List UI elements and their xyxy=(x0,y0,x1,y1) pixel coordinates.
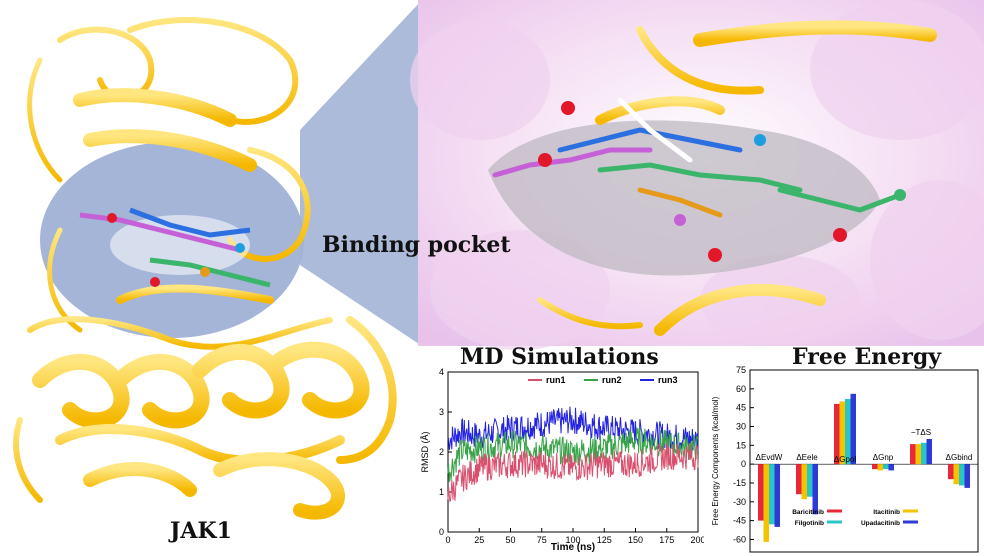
surface-blobs xyxy=(410,0,984,350)
fe-legend-label-Baricitinib: Baricitinib xyxy=(792,509,824,516)
fe-bar-Filgotinib xyxy=(959,464,965,486)
fe-y-axis-label: Free Energy Components (kcal/mol) xyxy=(711,396,720,525)
md-y-tick-label: 4 xyxy=(439,367,444,377)
fe-y-tick-label: 0 xyxy=(741,459,746,469)
md-x-tick-label: 50 xyxy=(505,535,515,545)
md-x-tick-label: 125 xyxy=(597,535,612,545)
fe-legend-label-Upadacitinib: Upadacitinib xyxy=(861,520,900,527)
fe-bar-Itacitinib xyxy=(953,464,959,485)
md-rmsd-chart: 0 25 50 75 100 125 150 175 200 0 1 2 3 4 Time (ns) RMSD… xyxy=(420,367,704,553)
fe-bar-Upadacitinib xyxy=(774,464,780,527)
fe-bar-Itacitinib xyxy=(801,464,807,500)
fe-category-label: ΔGnp xyxy=(873,453,894,462)
fe-bar-Itacitinib xyxy=(839,401,845,465)
fe-y-tick-label: 15 xyxy=(736,440,746,450)
protein-ribbons xyxy=(13,17,397,520)
fe-bar-Baricitinib xyxy=(872,464,878,470)
ligand-cluster xyxy=(79,207,271,288)
fe-bar-Upadacitinib xyxy=(964,464,970,488)
fe-bar-Baricitinib xyxy=(910,444,916,465)
fe-category-label: −TΔS xyxy=(911,428,931,437)
fe-bar-Baricitinib xyxy=(834,403,840,465)
protein-label: JAK1 xyxy=(170,518,232,544)
md-x-tick-label: 175 xyxy=(659,535,674,545)
fe-bar-Itacitinib xyxy=(877,464,883,471)
fe-bar-Upadacitinib xyxy=(926,439,932,465)
md-legend-label-run1: run1 xyxy=(546,375,566,385)
fe-bar-Filgotinib xyxy=(769,464,775,525)
md-x-axis-label: Time (ns) xyxy=(551,542,595,553)
fe-bar-Filgotinib xyxy=(921,442,927,465)
fe-y-tick-label: -60 xyxy=(733,534,746,544)
md-y-tick-label: 2 xyxy=(439,447,444,457)
fe-plot-frame xyxy=(749,369,979,553)
md-x-tick-label: 25 xyxy=(474,535,484,545)
fe-bar-Filgotinib xyxy=(883,464,889,470)
zoom-cone xyxy=(300,0,422,346)
pocket-ligands xyxy=(492,97,903,218)
free-energy-chart: 75 60 45 30 15 0 -15 -30 -45 -60 Free Energy Compo… xyxy=(711,365,979,553)
md-y-tick-label: 1 xyxy=(439,487,444,497)
md-x-tick-label: 75 xyxy=(537,535,547,545)
fe-bar-Baricitinib xyxy=(758,464,764,521)
fe-bar-Baricitinib xyxy=(948,464,954,480)
md-panel-title: MD Simulations xyxy=(460,344,659,370)
pocket-cavity xyxy=(488,120,880,276)
fe-legend-label-Filgotinib: Filgotinib xyxy=(795,520,824,527)
fe-y-tick-label: 45 xyxy=(736,403,746,413)
fe-y-tick-label: -45 xyxy=(733,516,746,526)
fe-bar-Upadacitinib xyxy=(888,464,894,471)
fe-y-tick-label: 75 xyxy=(736,365,746,375)
md-series-run3 xyxy=(447,406,699,452)
md-x-tick-label: 150 xyxy=(628,535,643,545)
md-y-axis-label: RMSD (Å) xyxy=(420,432,430,473)
fe-bar-Itacitinib xyxy=(915,444,921,465)
binding-pocket-label: Binding pocket xyxy=(322,232,511,258)
md-x-tick-label: 200 xyxy=(690,535,704,545)
md-y-tick-label: 0 xyxy=(439,527,444,537)
md-x-tick-label: 0 xyxy=(445,535,450,545)
fe-bar-Filgotinib xyxy=(845,398,851,465)
md-legend-label-run3: run3 xyxy=(658,375,678,385)
fe-category-label: ΔEvdW xyxy=(756,453,783,462)
pocket-ribbons xyxy=(537,20,937,336)
fe-y-tick-label: 60 xyxy=(736,384,746,394)
fe-y-tick-label: -30 xyxy=(733,497,746,507)
md-legend-label-run2: run2 xyxy=(602,375,622,385)
fe-category-label: ΔGpol xyxy=(834,455,856,464)
fe-legend-label-Itacitinib: Itacitinib xyxy=(873,509,900,516)
fe-bar-Upadacitinib xyxy=(850,393,856,465)
md-series-run1 xyxy=(447,442,699,503)
md-series-run2 xyxy=(447,427,699,483)
fe-category-label: ΔGbind xyxy=(946,453,973,462)
fe-category-label: ΔEele xyxy=(796,453,818,462)
fe-bar-Upadacitinib xyxy=(812,464,818,515)
fe-bar-Filgotinib xyxy=(807,464,813,497)
pocket-atoms xyxy=(538,101,906,262)
fe-y-tick-label: -15 xyxy=(733,478,746,488)
fe-bar-Baricitinib xyxy=(796,464,802,495)
md-y-tick-label: 3 xyxy=(439,407,444,417)
fe-panel-title: Free Energy xyxy=(792,344,941,370)
fe-bar-Itacitinib xyxy=(763,464,769,542)
fe-y-tick-label: 30 xyxy=(736,421,746,431)
md-x-tick-label: 100 xyxy=(565,535,580,545)
